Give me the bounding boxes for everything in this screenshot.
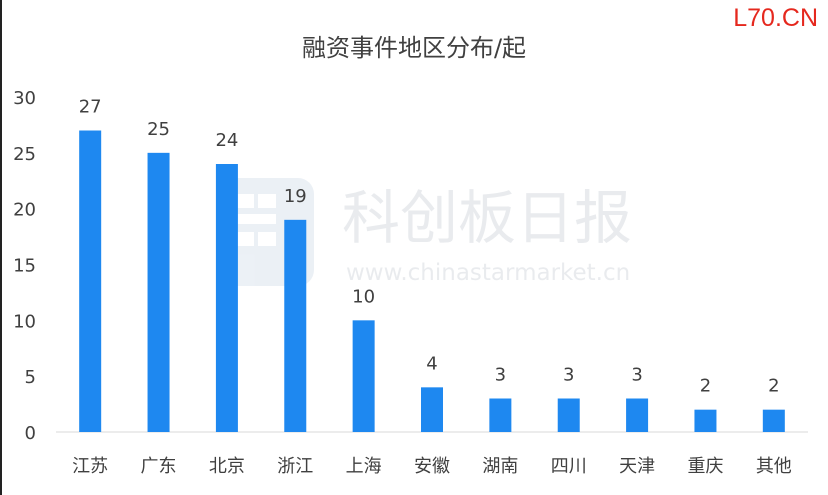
watermark-logo-block	[236, 214, 276, 224]
watermark-logo-block	[236, 194, 254, 208]
value-labels: 27 25 24 19 10 4 3 3 3 2 2	[79, 97, 780, 397]
data-label: 25	[147, 119, 170, 140]
x-tick-label: 四川	[551, 456, 587, 477]
chart-title: 融资事件地区分布/起	[301, 34, 527, 62]
bar	[284, 219, 307, 432]
bar	[352, 320, 375, 432]
data-label: 4	[426, 353, 437, 374]
x-tick-label: 湖南	[482, 456, 518, 477]
watermark-logo-block	[258, 232, 276, 246]
data-label: 3	[563, 365, 574, 386]
x-tick-label: 其他	[756, 456, 792, 477]
x-tick-label: 天津	[619, 456, 655, 477]
data-label: 2	[768, 376, 779, 397]
data-label: 24	[215, 130, 238, 151]
data-label: 2	[700, 376, 711, 397]
watermark-brand: 科创板日报	[342, 184, 632, 252]
x-tick-label: 北京	[209, 456, 245, 477]
x-tick-label: 上海	[346, 456, 382, 477]
data-label: 3	[631, 365, 642, 386]
corner-tag: L70.CN	[733, 4, 818, 32]
y-tick-label: 25	[13, 144, 36, 165]
bar	[557, 398, 580, 432]
left-border	[0, 0, 2, 495]
y-tick-label: 15	[13, 256, 36, 277]
bar	[421, 387, 443, 432]
watermark-url: www.chinastarmarket.cn	[346, 260, 630, 286]
data-label: 3	[495, 365, 506, 386]
bar	[694, 409, 717, 432]
x-tick-label: 安徽	[414, 456, 450, 477]
bars	[79, 130, 785, 433]
y-tick-label: 0	[25, 423, 36, 444]
watermark-logo-block	[236, 232, 254, 246]
bar	[489, 398, 512, 432]
x-tick-label: 重庆	[687, 456, 723, 477]
data-label: 10	[352, 286, 375, 307]
y-tick-label: 10	[13, 311, 36, 332]
x-tick-label: 浙江	[277, 456, 313, 477]
x-tick-label: 广东	[141, 456, 177, 477]
bar	[79, 130, 102, 432]
y-tick-label: 30	[13, 88, 36, 109]
y-tick-label: 20	[13, 200, 36, 221]
y-axis: 0 5 10 15 20 25 30	[13, 88, 36, 444]
x-tick-label: 江苏	[72, 456, 108, 477]
bar	[626, 398, 649, 432]
data-label: 27	[79, 97, 102, 118]
watermark-logo-block	[258, 194, 276, 208]
bar	[762, 409, 785, 432]
bar	[147, 152, 170, 433]
watermark: 科创板日报 www.chinastarmarket.cn	[218, 178, 632, 286]
y-tick-label: 5	[25, 367, 36, 388]
data-label: 19	[284, 186, 307, 207]
bar	[215, 164, 238, 432]
x-axis: 江苏 广东 北京 浙江 上海 安徽 湖南 四川 天津 重庆 其他	[72, 456, 792, 477]
